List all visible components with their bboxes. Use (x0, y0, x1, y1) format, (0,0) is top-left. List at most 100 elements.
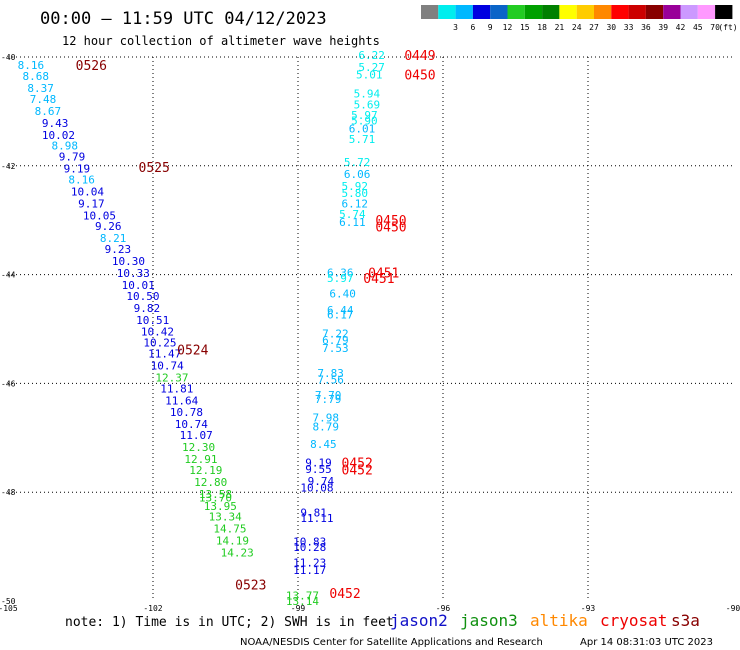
wave-height-label: 5.72 (344, 156, 371, 169)
wave-height-label: 6.22 (358, 49, 385, 62)
wave-height-label: 5.92 (342, 180, 369, 193)
wave-height-label: 10.74 (151, 359, 184, 372)
wave-height-label: 10.33 (117, 267, 150, 280)
legend-swatch (542, 5, 560, 19)
pass-time-label: 0452 (342, 456, 373, 471)
satellite-name: cryosat (600, 611, 667, 630)
legend-tick-label: 6 (470, 23, 475, 32)
wave-height-label: 13.34 (209, 511, 242, 524)
wave-height-label: 13.58 (199, 488, 232, 501)
legend-swatch (524, 5, 543, 19)
wave-height-label: 6.01 (349, 122, 376, 135)
pass-time-label: 0523 (235, 579, 266, 594)
wave-height-label: 14.23 (221, 547, 254, 560)
wave-height-label: 5.97 (351, 109, 378, 122)
y-tick-label: -42 (1, 162, 16, 171)
pass-time-label: 0452 (329, 587, 360, 602)
wave-height-label: 6.12 (342, 197, 369, 210)
pass-time-label: 0526 (76, 59, 107, 74)
wave-height-label: 10.02 (42, 129, 75, 142)
credit-text: NOAA/NESDIS Center for Satellite Applica… (240, 637, 543, 648)
wave-height-label: 10.30 (112, 255, 145, 268)
chart-title: 00:00 — 11:59 UTC 04/12/2023 (40, 9, 327, 29)
legend-swatch (472, 5, 491, 19)
wave-height-label: 7.79 (315, 393, 342, 406)
wave-height-label: 8.68 (23, 70, 50, 83)
wave-height-label: 5.69 (354, 98, 381, 111)
wave-height-label: 10.83 (293, 536, 326, 549)
legend-tick-label: 3 (453, 23, 458, 32)
satellite-name: altika (530, 611, 588, 630)
x-tick-label: -105 (0, 604, 18, 613)
legend-tick-label: 33 (624, 23, 634, 32)
pass-time-label: 0449 (404, 49, 435, 64)
legend-tick-label: 30 (606, 23, 616, 32)
wave-height-label: 5.94 (354, 87, 381, 100)
legend-tick-label: 12 (503, 23, 513, 32)
wave-height-label: 6.79 (322, 334, 349, 347)
legend-unit: (ft) (718, 23, 737, 32)
legend-swatch (628, 5, 646, 19)
wave-height-label: 11.81 (160, 382, 193, 395)
wave-height-label: 7.56 (317, 374, 344, 387)
wave-height-label: 6.44 (327, 304, 354, 317)
wave-height-label: 8.21 (100, 232, 127, 245)
wave-height-label: 9.43 (42, 117, 68, 130)
pass-time-label: 0524 (177, 344, 208, 359)
wave-height-label: 6.40 (329, 288, 356, 301)
wave-height-label: 14.19 (216, 535, 249, 548)
wave-height-label: 9.55 (305, 463, 332, 476)
wave-height-label: 10.25 (143, 337, 176, 350)
wave-height-label: 9.23 (105, 243, 131, 256)
wave-height-label: 9.79 (59, 151, 86, 164)
legend-swatch (594, 5, 612, 19)
wave-height-label: 7.22 (322, 327, 349, 340)
wave-height-label: 6.17 (327, 308, 354, 321)
pass-time-label: 0450 (375, 214, 406, 229)
legend-swatch (715, 5, 733, 19)
wave-height-label: 10.28 (293, 541, 326, 554)
legend-tick-label: 39 (658, 23, 668, 32)
legend-tick-label: 42 (676, 23, 686, 32)
legend-swatch (611, 5, 629, 19)
x-tick-label: -90 (726, 604, 740, 613)
legend-tick-label: 45 (693, 23, 703, 32)
wave-height-label: 8.37 (27, 82, 54, 95)
legend-tick-label: 18 (537, 23, 547, 32)
wave-height-label: 6.36 (327, 266, 354, 279)
y-tick-label: -44 (1, 271, 16, 280)
satellite-legend: jason2 jason3 altika cryosat s3a (390, 611, 700, 630)
legend-swatch (663, 5, 681, 19)
legend-swatch (507, 5, 525, 19)
satellite-name: s3a (671, 611, 700, 630)
wave-height-label: 5.80 (342, 187, 369, 200)
y-tick-label: -48 (1, 488, 16, 497)
wave-height-label: 12.19 (189, 464, 222, 477)
wave-height-label: 8.79 (313, 420, 340, 433)
wave-height-label: 5.97 (327, 272, 354, 285)
legend-tick-label: 27 (589, 23, 599, 32)
legend-tick-label: 36 (641, 23, 651, 32)
pass-time-label: 0525 (139, 161, 170, 176)
pass-time-label: 0450 (375, 221, 406, 236)
wave-height-label: 13.70 (199, 492, 232, 505)
wave-height-label: 9.19 (64, 163, 90, 176)
wave-height-label: 13.77 (286, 590, 319, 603)
wave-height-label: 10.08 (300, 481, 333, 494)
legend-swatch (697, 5, 716, 19)
wave-height-label: 8.16 (18, 59, 44, 72)
wave-height-label: 11.47 (148, 347, 181, 360)
wave-height-label: 11.17 (293, 564, 326, 577)
wave-height-label: 9.19 (305, 456, 332, 469)
wave-height-label: 7.48 (30, 93, 57, 106)
pass-time-label: 0452 (342, 463, 373, 478)
wave-height-label: 9.74 (308, 475, 335, 488)
wave-height-label: 9.82 (134, 302, 161, 315)
wave-height-label: 12.91 (184, 453, 217, 466)
wave-height-label: 8.67 (35, 105, 62, 118)
wave-height-label: 5.71 (349, 133, 376, 146)
wave-height-label: 5.27 (358, 61, 385, 74)
wave-height-label: 9.81 (300, 506, 327, 519)
wave-height-label: 11.11 (300, 512, 333, 525)
